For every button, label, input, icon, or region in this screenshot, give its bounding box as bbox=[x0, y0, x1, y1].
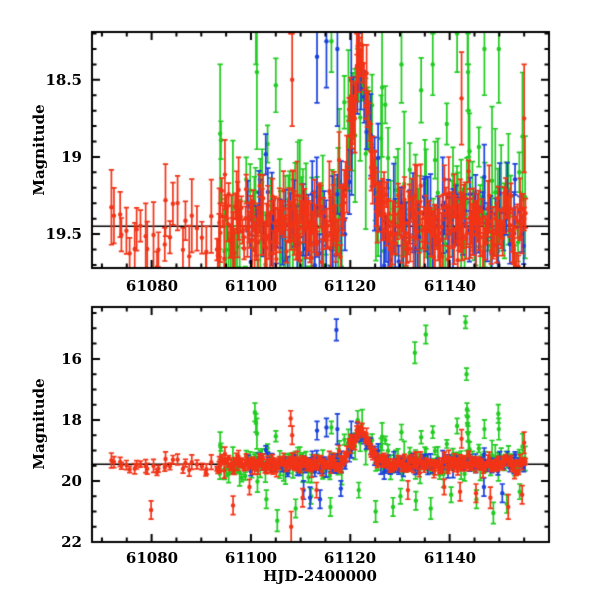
top-xtick-label: 61080 bbox=[125, 277, 179, 295]
y-axis-label-top: Magnitude bbox=[30, 104, 48, 196]
bottom-xtick-label: 61140 bbox=[423, 549, 477, 567]
bottom-xtick-label: 61120 bbox=[323, 549, 377, 567]
bottom-ytick-label: 20 bbox=[61, 472, 82, 490]
top-ytick-label: 19 bbox=[61, 148, 82, 166]
bottom-xtick-label: 61100 bbox=[224, 549, 278, 567]
top-xtick-label: 61140 bbox=[423, 277, 477, 295]
bottom-ytick-label: 16 bbox=[61, 350, 82, 368]
bottom-ytick-label: 22 bbox=[61, 533, 82, 551]
bottom-xtick-label: 61080 bbox=[125, 549, 179, 567]
top-xtick-label: 61100 bbox=[224, 277, 278, 295]
top-xtick-label: 61120 bbox=[323, 277, 377, 295]
bottom-ytick-label: 18 bbox=[61, 411, 82, 429]
top-ytick-label: 18.5 bbox=[45, 71, 82, 89]
top-ytick-label: 19.5 bbox=[45, 225, 82, 243]
y-axis-label-bottom: Magnitude bbox=[30, 378, 48, 470]
x-axis-label: HJD-2400000 bbox=[263, 567, 377, 585]
